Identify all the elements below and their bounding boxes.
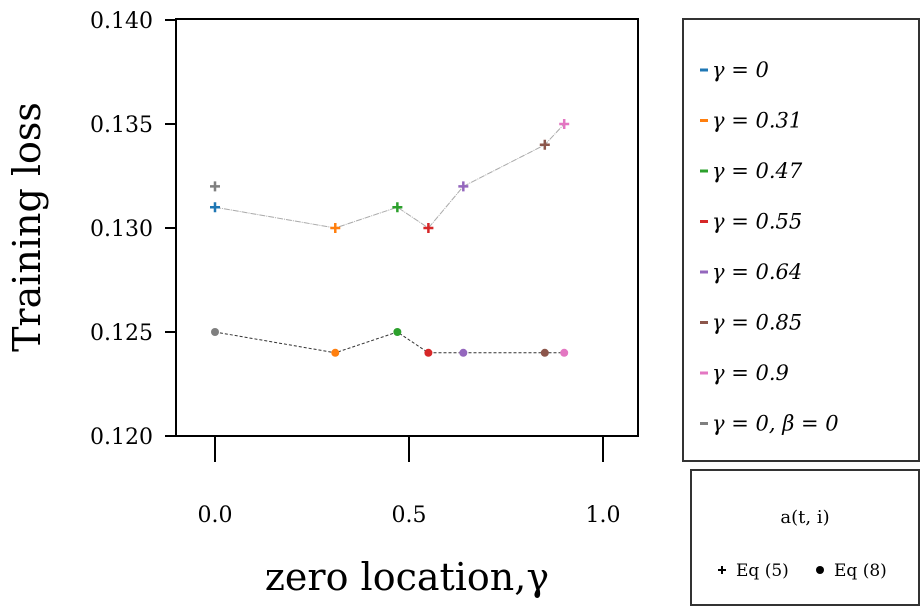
eq5-point — [392, 202, 403, 213]
eq8-point — [560, 348, 569, 357]
eq5-point — [458, 181, 469, 192]
legend-box — [682, 18, 920, 462]
legend-label: γ = 0.9 — [712, 361, 789, 385]
marker-legend-eq5: Eq (5) — [736, 561, 789, 581]
x-tick-label: 0.5 — [392, 503, 427, 528]
marker-legend-plus-icon — [718, 566, 726, 574]
x-tick-label: 1.0 — [586, 503, 621, 528]
marker-legend-box — [690, 469, 920, 606]
eq8-point — [393, 328, 402, 336]
plot-frame — [175, 18, 639, 437]
eq5-point — [330, 223, 341, 233]
x-axis-label: zero location,γ — [265, 555, 549, 599]
series-line-eq8 — [214, 331, 565, 354]
series-line-eq5 — [214, 123, 565, 229]
x-tick-label: 0.0 — [198, 503, 233, 528]
eq8-point — [424, 348, 433, 357]
legend-label: γ = 0.85 — [712, 311, 802, 335]
legend-label: γ = 0.31 — [712, 109, 802, 133]
marker-legend-dot-icon — [816, 566, 824, 574]
legend-label: γ = 0.64 — [712, 260, 802, 284]
eq5-point — [210, 202, 220, 213]
marker-legend-eq8: Eq (8) — [834, 561, 887, 581]
y-tick-label: 0.125 — [90, 321, 153, 346]
legend-label: γ = 0.47 — [712, 159, 803, 183]
y-axis-label: Training loss — [5, 102, 49, 352]
legend-label: γ = 0 — [712, 58, 769, 82]
eq8-point — [540, 348, 549, 357]
eq8-point — [459, 348, 468, 357]
eq5-point — [423, 223, 434, 233]
eq8-point — [331, 348, 340, 357]
y-tick-label: 0.135 — [90, 113, 153, 138]
eq5-point — [559, 119, 570, 129]
y-tick-label: 0.130 — [90, 217, 153, 242]
baseline-dot-point — [211, 328, 219, 336]
eq5-point — [539, 139, 550, 150]
y-tick-label: 0.120 — [90, 425, 153, 450]
legend-label: γ = 0.55 — [712, 210, 802, 234]
baseline-plus-point — [210, 181, 220, 192]
legend-label: γ = 0, β = 0 — [712, 412, 839, 436]
marker-legend-title: a(t, i) — [780, 507, 829, 528]
y-tick-label: 0.140 — [90, 9, 153, 34]
